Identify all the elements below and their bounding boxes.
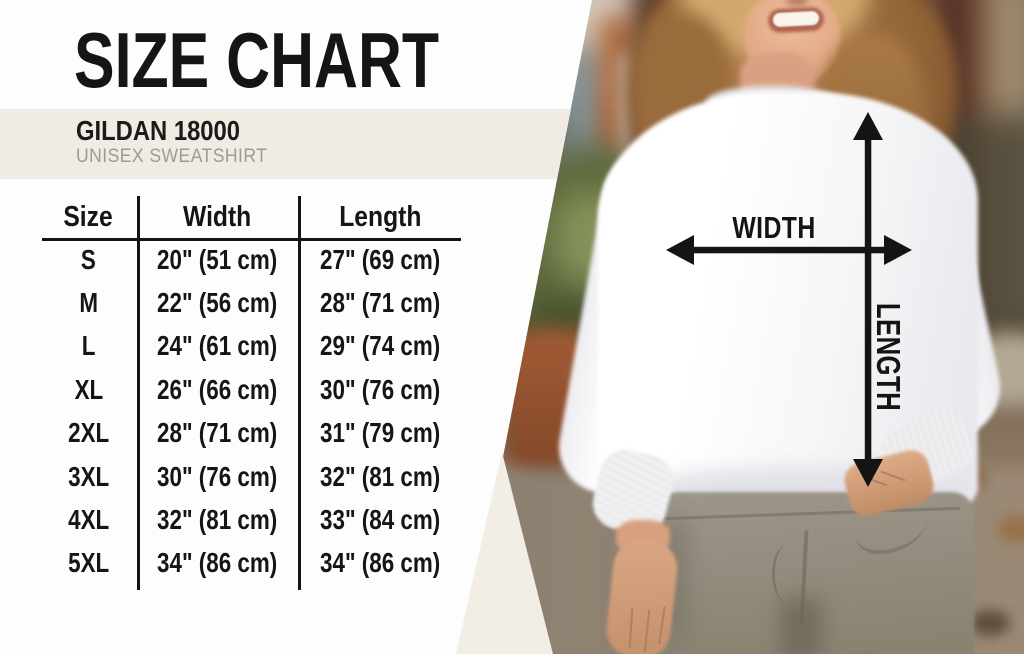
product-subtitle: UNISEX SWEATSHIRT	[76, 145, 268, 167]
length-cell: 31" (79 cm)	[320, 417, 441, 449]
length-cell: 27" (69 cm)	[320, 243, 441, 275]
table-header-row: Size Width Length	[40, 196, 463, 238]
size-cell: 5XL	[67, 547, 110, 579]
table-row: L 24" (61 cm) 29" (74 cm)	[40, 325, 463, 368]
model-left-hand	[604, 536, 680, 654]
product-name: GILDAN 18000	[76, 115, 241, 146]
table-header-underline	[42, 238, 461, 241]
column-header-size: Size	[63, 200, 114, 233]
length-cell: 32" (81 cm)	[320, 460, 441, 492]
table-row: S 20" (51 cm) 27" (69 cm)	[40, 238, 463, 281]
table-row: 3XL 30" (76 cm) 32" (81 cm)	[40, 455, 463, 498]
width-cell: 26" (66 cm)	[157, 373, 278, 405]
size-table: Size Width Length S 20" (51 cm) 27" (69 …	[40, 196, 463, 592]
width-cell: 20" (51 cm)	[157, 243, 278, 275]
product-banner	[0, 109, 571, 179]
length-cell: 34" (86 cm)	[320, 547, 441, 579]
jeans-pocket-seam	[856, 498, 928, 554]
size-cell: M	[79, 287, 98, 319]
width-cell: 32" (81 cm)	[157, 504, 278, 536]
jeans-leg-shadow	[780, 598, 822, 654]
width-measure-label: WIDTH	[732, 210, 816, 245]
table-row: 2XL 28" (71 cm) 31" (79 cm)	[40, 412, 463, 455]
size-cell: L	[81, 330, 96, 362]
fallen-leaf	[970, 610, 1010, 636]
size-cell: 3XL	[67, 460, 110, 492]
table-row: 4XL 32" (81 cm) 33" (84 cm)	[40, 498, 463, 541]
width-cell: 24" (61 cm)	[157, 330, 278, 362]
width-cell: 28" (71 cm)	[157, 417, 278, 449]
length-measure-label: LENGTH	[870, 302, 907, 412]
length-cell: 30" (76 cm)	[320, 373, 441, 405]
length-cell: 33" (84 cm)	[320, 504, 441, 536]
column-header-length: Length	[339, 200, 422, 233]
table-row: 5XL 34" (86 cm) 34" (86 cm)	[40, 542, 463, 585]
column-header-width: Width	[183, 200, 252, 233]
table-divider-vertical	[298, 196, 301, 590]
jeans-fly-stitch	[772, 545, 802, 603]
size-cell: 4XL	[67, 504, 110, 536]
table-divider-vertical	[137, 196, 140, 590]
width-cell: 22" (56 cm)	[157, 287, 278, 319]
width-cell: 34" (86 cm)	[157, 547, 278, 579]
fallen-leaf-russet	[998, 516, 1024, 542]
model-nose	[786, 0, 808, 6]
width-cell: 30" (76 cm)	[157, 460, 278, 492]
model-teeth	[772, 10, 820, 28]
table-row: M 22" (56 cm) 28" (71 cm)	[40, 281, 463, 324]
table-row: XL 26" (66 cm) 30" (76 cm)	[40, 368, 463, 411]
size-cell: 2XL	[67, 417, 110, 449]
size-cell: S	[81, 243, 96, 275]
length-cell: 29" (74 cm)	[320, 330, 441, 362]
length-cell: 28" (71 cm)	[320, 287, 441, 319]
size-cell: XL	[74, 373, 103, 405]
page-title: SIZE CHART	[74, 16, 440, 104]
